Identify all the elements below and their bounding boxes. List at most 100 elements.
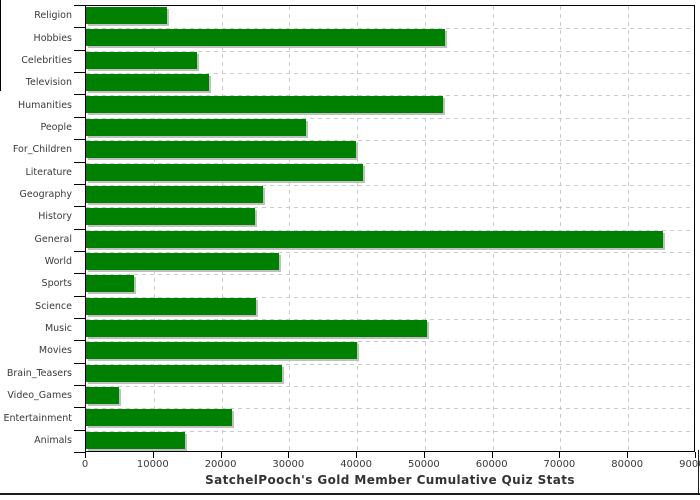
x-tick-label: 80000	[611, 459, 644, 470]
x-axis-tick	[220, 452, 222, 458]
category-label: History	[38, 211, 72, 223]
x-axis-tick	[288, 452, 290, 458]
category-label: Music	[44, 323, 72, 335]
vertical-gridline	[357, 6, 359, 451]
bar-movies	[86, 342, 358, 360]
horizontal-gridline	[86, 73, 694, 75]
x-tick-label: 60000	[475, 459, 508, 470]
bar-music	[86, 319, 427, 337]
horizontal-gridline	[86, 229, 694, 231]
horizontal-gridline	[86, 318, 694, 320]
horizontal-gridline	[86, 184, 694, 186]
vertical-gridline	[289, 6, 291, 451]
bar-literature	[86, 163, 363, 181]
category-label: Religion	[34, 10, 72, 22]
horizontal-gridline	[86, 140, 694, 142]
y-axis-tick	[74, 72, 85, 74]
bar-animals	[86, 431, 185, 449]
horizontal-gridline	[86, 341, 694, 343]
y-axis-tick	[74, 183, 85, 185]
x-tick-label: 20000	[204, 459, 237, 470]
y-axis-tick	[74, 250, 85, 252]
bar-entertainment	[86, 409, 233, 427]
y-axis-tick	[74, 27, 85, 29]
horizontal-gridline	[86, 386, 694, 387]
x-axis-tick	[491, 452, 493, 458]
y-axis-tick	[74, 5, 85, 6]
category-label: Hobbies	[33, 32, 72, 44]
category-label: Animals	[34, 434, 72, 446]
y-axis-tick	[74, 94, 85, 96]
horizontal-gridline	[86, 274, 694, 276]
horizontal-gridline	[86, 117, 694, 119]
bar-television	[86, 74, 209, 92]
category-label: Television	[25, 77, 72, 89]
category-label: People	[40, 121, 72, 133]
category-label: Literature	[25, 166, 72, 178]
x-axis-tick	[559, 452, 561, 458]
horizontal-gridline	[86, 363, 694, 365]
x-axis-tick	[423, 452, 425, 458]
bar-sports	[86, 275, 134, 293]
category-label: Brain_Teasers	[6, 367, 72, 379]
category-label: Entertainment	[3, 412, 72, 424]
y-axis-tick	[74, 161, 85, 163]
horizontal-gridline	[86, 207, 694, 209]
y-axis-tick	[74, 139, 85, 141]
category-label: Celebrities	[21, 54, 72, 66]
x-tick-label: 30000	[272, 459, 305, 470]
bar-hobbies	[86, 29, 446, 47]
y-axis-tick	[74, 340, 85, 342]
vertical-gridline	[628, 6, 630, 451]
window-edge-bottom	[0, 493, 700, 495]
y-axis-tick	[74, 452, 85, 453]
category-label: Geography	[19, 189, 72, 200]
horizontal-gridline	[86, 430, 694, 432]
chart-title: SatchelPooch's Gold Member Cumulative Qu…	[205, 473, 575, 487]
window-edge-right	[698, 450, 699, 494]
x-tick-label: 50000	[407, 459, 440, 470]
vertical-gridline	[153, 6, 155, 451]
y-axis-tick	[74, 206, 85, 208]
category-label: Video_Games	[7, 390, 72, 402]
y-axis-tick	[74, 116, 85, 118]
x-tick-label: 10000	[136, 459, 169, 470]
horizontal-gridline	[86, 50, 694, 52]
x-tick-label: 40000	[340, 459, 372, 470]
bar-people	[86, 118, 306, 136]
y-axis-tick	[74, 49, 85, 51]
y-axis-tick	[74, 407, 85, 409]
y-axis-tick	[74, 317, 85, 319]
bar-history	[86, 208, 256, 226]
x-axis-tick	[356, 452, 358, 458]
x-axis-tick	[695, 452, 696, 458]
x-tick-label: 70000	[543, 459, 576, 470]
bar-world	[86, 252, 279, 270]
y-axis-tick	[74, 385, 85, 386]
x-tick-label: 0	[81, 459, 89, 470]
x-axis-tick	[627, 452, 629, 458]
x-axis-tick	[152, 452, 154, 458]
window-edge-left	[0, 0, 1, 91]
bar-geography	[86, 185, 263, 203]
bar-religion	[86, 7, 167, 24]
plot-area	[85, 5, 695, 452]
category-label: Humanities	[17, 99, 72, 111]
category-label: For_Children	[12, 144, 72, 156]
x-axis-tick	[85, 452, 86, 458]
bar-brain_teasers	[86, 364, 282, 382]
y-axis-tick	[74, 362, 85, 364]
x-tick-label: 90000	[679, 459, 700, 470]
vertical-gridline	[492, 6, 494, 451]
horizontal-gridline	[86, 296, 694, 298]
horizontal-gridline	[86, 95, 694, 97]
y-axis-tick	[74, 429, 85, 431]
horizontal-gridline	[86, 251, 694, 253]
vertical-gridline	[221, 6, 223, 451]
y-axis-tick	[74, 228, 85, 230]
y-axis-tick	[74, 295, 85, 297]
category-label: Sports	[41, 278, 72, 290]
horizontal-gridline	[86, 28, 694, 30]
vertical-gridline	[424, 6, 426, 451]
